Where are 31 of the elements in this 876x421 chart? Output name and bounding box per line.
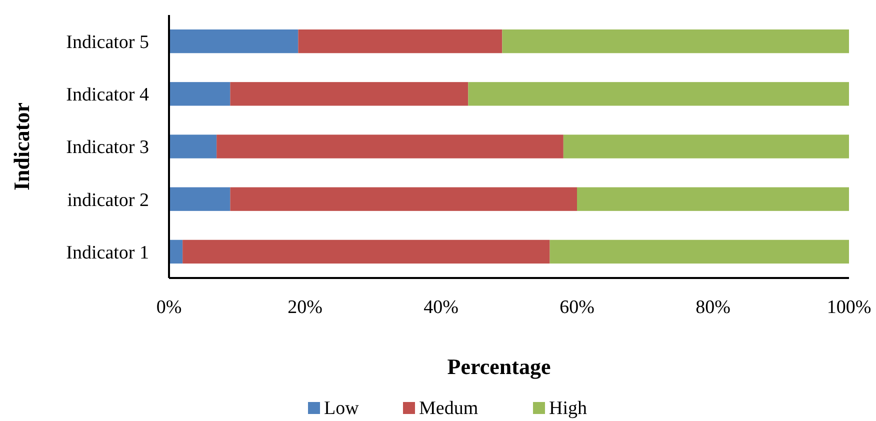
bar (563, 134, 849, 158)
y-tick-label: indicator 2 (67, 190, 149, 211)
x-axis-title: Percentage (447, 354, 551, 379)
bar (230, 187, 577, 211)
bar (468, 82, 849, 106)
legend-label: High (549, 398, 588, 419)
legend-label: Low (324, 398, 360, 419)
x-tick-label: 40% (424, 297, 459, 318)
bar (169, 134, 217, 158)
bar (182, 240, 550, 264)
legend-label: Medum (419, 398, 478, 419)
bar (169, 240, 183, 264)
bar (298, 29, 502, 54)
bar (169, 29, 298, 54)
x-tick-label: 80% (696, 297, 731, 318)
x-tick-label: 20% (288, 297, 323, 318)
bar (216, 134, 564, 158)
y-tick-label: Indicator 1 (66, 242, 149, 264)
bar (230, 82, 468, 106)
bar (169, 82, 230, 106)
x-tick-label: 100% (826, 297, 872, 318)
y-tick-label: Indicator 5 (66, 32, 149, 53)
y-axis-title: Indicator (9, 102, 34, 190)
bar (550, 240, 849, 264)
x-tick-label: 0% (156, 297, 182, 318)
bar (577, 187, 849, 211)
y-tick-label: Indicator 4 (66, 84, 150, 106)
y-tick-label: Indicator 3 (66, 137, 149, 158)
bar (502, 29, 849, 54)
x-tick-label: 60% (560, 297, 595, 318)
bar (169, 187, 230, 211)
